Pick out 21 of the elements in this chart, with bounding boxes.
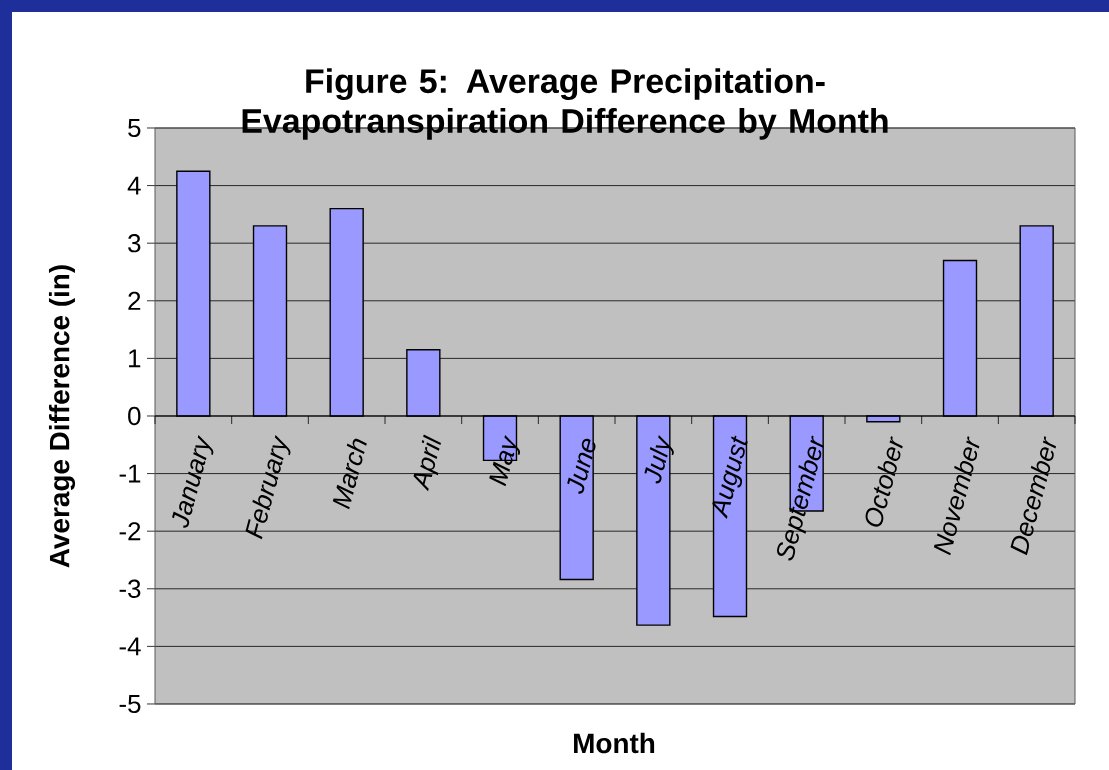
y-tick-label: 1 bbox=[129, 349, 141, 368]
x-tick-label: April bbox=[413, 434, 441, 492]
y-tick-label: -4 bbox=[119, 637, 141, 656]
y-tick-label: -3 bbox=[119, 579, 141, 598]
x-tick-label: June bbox=[567, 438, 596, 494]
y-tick-label: 4 bbox=[127, 176, 141, 195]
y-tick-label: 2 bbox=[128, 291, 141, 310]
y-tick-label: -2 bbox=[119, 522, 141, 541]
x-axis-title: Month bbox=[574, 732, 655, 754]
x-tick-label: January bbox=[172, 435, 214, 528]
x-tick-label: May bbox=[489, 434, 521, 487]
y-tick-label: -1 bbox=[119, 464, 141, 483]
x-tick-label: October bbox=[865, 436, 903, 527]
y-tick-label: 3 bbox=[128, 234, 141, 253]
y-tick-label: 0 bbox=[128, 406, 141, 426]
x-tick-label: August bbox=[712, 435, 748, 519]
y-tick-label: 5 bbox=[128, 118, 141, 138]
y-axis-title: Average Difference (in) bbox=[48, 265, 76, 568]
y-tick-label: -5 bbox=[119, 694, 141, 714]
x-tick-label: July bbox=[644, 435, 674, 484]
x-tick-label: March bbox=[332, 438, 367, 510]
